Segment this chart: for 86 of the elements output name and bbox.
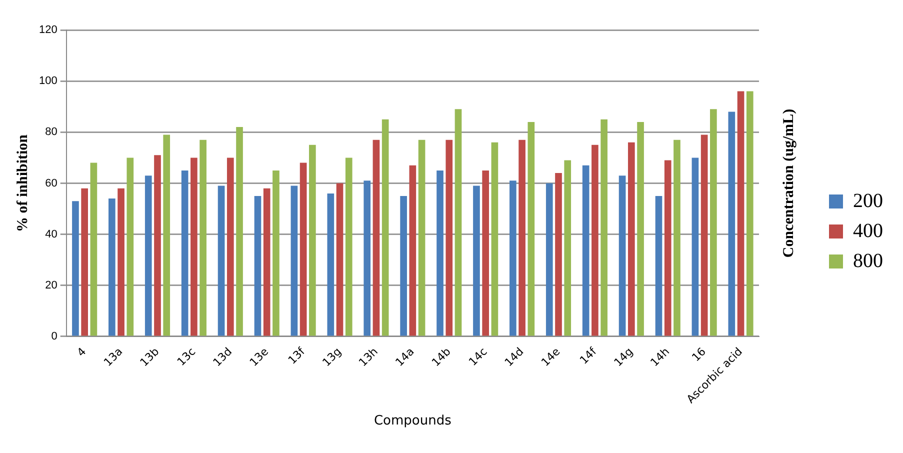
x-tick-label: 14e — [538, 344, 563, 369]
bar — [108, 198, 116, 336]
bar — [446, 140, 453, 336]
x-tick-label: 14a — [392, 345, 417, 369]
bar — [190, 158, 198, 336]
y-tick-label: 40 — [45, 228, 58, 240]
x-tick-label: 13c — [174, 345, 198, 368]
bar — [90, 162, 98, 336]
bar — [236, 127, 243, 336]
y-tick-label: 80 — [45, 126, 58, 138]
bar — [600, 119, 608, 336]
bar — [518, 140, 526, 336]
bar — [272, 170, 280, 336]
bar — [655, 196, 662, 336]
bar — [382, 119, 389, 336]
bar — [436, 170, 444, 336]
bar — [473, 186, 480, 336]
bar — [345, 158, 352, 336]
bar — [200, 140, 206, 336]
bar — [364, 180, 371, 336]
bar — [746, 91, 754, 336]
bar — [144, 176, 152, 336]
bar — [592, 144, 598, 336]
bar — [618, 176, 626, 336]
y-tick-label: 60 — [45, 177, 58, 190]
bar — [555, 173, 562, 336]
bar — [336, 183, 344, 336]
bar — [737, 91, 744, 336]
legend-label: 200 — [853, 190, 883, 212]
bar — [118, 188, 124, 336]
x-tick-label: 13e — [247, 344, 272, 369]
bar — [400, 196, 407, 336]
bar — [637, 122, 644, 336]
bar — [254, 196, 262, 336]
bar — [218, 186, 225, 336]
x-tick-label: 13h — [356, 345, 380, 370]
x-tick-label: 4 — [74, 345, 89, 360]
bar — [309, 144, 316, 336]
bar — [126, 158, 134, 336]
bar — [454, 109, 462, 336]
y-tick-label: 0 — [51, 330, 58, 342]
bar — [300, 162, 307, 336]
bar — [72, 201, 79, 336]
bar — [181, 170, 188, 336]
bar — [482, 170, 490, 336]
x-tick-label: 14b — [429, 345, 454, 370]
x-axis-title: Compounds — [374, 414, 452, 429]
y-tick-label: 120 — [38, 24, 58, 36]
x-tick-label: 16 — [689, 345, 708, 364]
x-tick-label: 14h — [648, 345, 672, 370]
x-tick-label: 13a — [101, 345, 126, 369]
x-tick-label: 14g — [612, 345, 636, 370]
bar — [510, 180, 516, 336]
bar — [290, 186, 298, 336]
y-tick-label: 100 — [38, 75, 58, 88]
x-tick-label: 13g — [320, 345, 344, 370]
bar — [81, 188, 88, 336]
bar — [664, 160, 672, 336]
bar — [692, 158, 699, 336]
bar — [564, 160, 572, 336]
bar — [582, 165, 590, 336]
bar — [491, 142, 498, 336]
bar — [700, 134, 708, 336]
bar — [226, 158, 234, 336]
bar — [163, 134, 170, 336]
legend-title: Concentration (ug/mL) — [780, 108, 797, 258]
bar — [327, 193, 334, 336]
bar — [418, 140, 426, 336]
y-tick-label: 20 — [45, 279, 58, 292]
bar — [528, 122, 535, 336]
legend-label: 800 — [853, 250, 883, 272]
x-tick-label: 13f — [286, 344, 308, 367]
bar — [154, 155, 161, 336]
bar — [628, 142, 635, 336]
bar — [728, 112, 736, 336]
bar — [372, 140, 380, 336]
x-tick-label: 14c — [466, 345, 490, 368]
x-tick-label: 14f — [577, 344, 600, 367]
bar — [263, 188, 270, 336]
legend-label: 400 — [853, 220, 883, 242]
bar — [546, 183, 553, 336]
bar — [409, 165, 416, 336]
x-tick-label: 13b — [138, 345, 162, 370]
bar — [710, 109, 717, 336]
y-axis-title: % of inhibition — [14, 134, 31, 232]
bar — [674, 140, 680, 336]
